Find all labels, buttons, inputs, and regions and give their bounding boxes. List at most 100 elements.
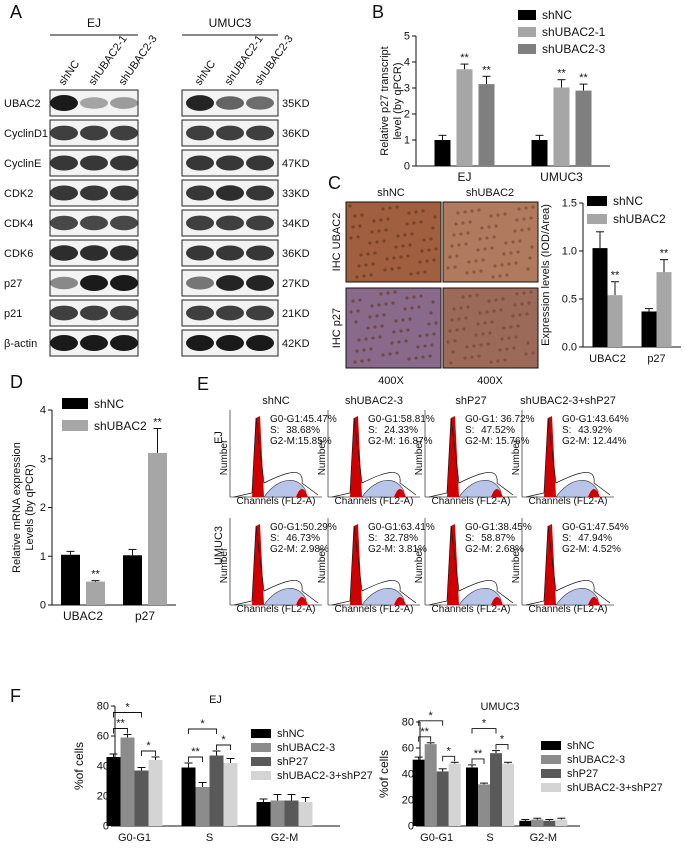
ihc-cell bbox=[461, 221, 465, 225]
histogram-outline bbox=[525, 525, 611, 606]
legend-swatch bbox=[518, 10, 536, 20]
significance-mark: * bbox=[447, 745, 452, 757]
ihc-cell bbox=[465, 345, 469, 349]
molecular-weight-label: 21KD bbox=[282, 308, 310, 320]
panel-label-a: A bbox=[10, 2, 23, 22]
g2m-stat: G2-M: 16.87% bbox=[368, 436, 433, 447]
legend-swatch bbox=[541, 783, 561, 792]
s-stat-label: S: bbox=[270, 425, 279, 436]
legend-label: shNC bbox=[542, 8, 572, 22]
ihc-cell bbox=[380, 324, 384, 328]
ihc-cell bbox=[479, 269, 483, 273]
blot-band bbox=[50, 245, 78, 261]
blot-band bbox=[246, 96, 274, 110]
ihc-cell bbox=[479, 343, 483, 347]
significance-mark: * bbox=[125, 702, 130, 714]
ihc-cell bbox=[526, 341, 530, 345]
ihc-cell bbox=[507, 336, 511, 340]
blot-band bbox=[110, 335, 138, 351]
g2m-stat: G2-M: 2.98% bbox=[270, 544, 329, 555]
ihc-cell bbox=[427, 322, 431, 326]
ihc-cell bbox=[371, 336, 375, 340]
g0g1-peak bbox=[252, 416, 264, 497]
x-category-label: EJ bbox=[457, 170, 471, 184]
ihc-cell bbox=[395, 351, 399, 355]
g2m-peak bbox=[588, 489, 600, 497]
blot-band bbox=[246, 305, 274, 321]
g0g1-peak bbox=[447, 524, 459, 605]
histogram-outline bbox=[428, 525, 514, 606]
blot-band bbox=[110, 275, 138, 291]
ihc-cell bbox=[409, 272, 413, 276]
ihc-cell bbox=[353, 360, 357, 364]
ihc-cell bbox=[386, 217, 390, 221]
ihc-cell bbox=[485, 310, 489, 314]
ihc-cell bbox=[476, 322, 480, 326]
y-tick-label: 1 bbox=[40, 551, 46, 563]
y-axis-label: Levels (by qPCR) bbox=[24, 464, 36, 550]
blot-band bbox=[186, 335, 214, 351]
ihc-cell bbox=[382, 239, 386, 243]
ihc-cell bbox=[487, 299, 491, 303]
ihc-cell bbox=[408, 317, 412, 321]
ihc-cell bbox=[427, 248, 431, 252]
ihc-cell bbox=[368, 241, 372, 245]
legend-label: shP27 bbox=[277, 756, 308, 768]
ihc-cell bbox=[369, 273, 373, 277]
ihc-cell bbox=[417, 305, 421, 309]
ihc-cell bbox=[525, 312, 529, 316]
blot-band bbox=[50, 155, 78, 171]
blot-band bbox=[186, 276, 214, 290]
ihc-cell bbox=[394, 245, 398, 249]
ihc-cell bbox=[468, 294, 472, 298]
ihc-cell bbox=[498, 348, 502, 352]
ihc-cell bbox=[501, 297, 505, 301]
ihc-cell bbox=[527, 301, 531, 305]
ihc-cell bbox=[351, 299, 355, 303]
ihc-cell bbox=[463, 356, 467, 360]
ihc-cell bbox=[516, 324, 520, 328]
bar bbox=[478, 84, 495, 166]
significance-bracket bbox=[113, 728, 128, 734]
molecular-weight-label: 47KD bbox=[282, 158, 310, 170]
g2m-stat: G2-M: 12.44% bbox=[562, 436, 627, 447]
ihc-cell bbox=[494, 224, 498, 228]
ihc-cell bbox=[466, 305, 470, 309]
ihc-cell bbox=[360, 213, 364, 217]
bar bbox=[148, 760, 163, 826]
legend-label: shNC bbox=[94, 397, 124, 411]
s-phase-area bbox=[263, 480, 307, 498]
significance-bracket bbox=[471, 758, 485, 764]
blot-band bbox=[186, 185, 214, 201]
bar bbox=[123, 555, 142, 605]
ihc-cell bbox=[355, 349, 359, 353]
blot-group-label: UMUC3 bbox=[209, 16, 252, 30]
protein-label: CDK4 bbox=[4, 218, 33, 230]
ihc-cell bbox=[356, 309, 360, 313]
histogram-x-label: Channels (FL2-A) bbox=[335, 496, 414, 507]
g2m-peak bbox=[491, 489, 503, 497]
ihc-cell bbox=[429, 311, 433, 315]
histogram-x-label: Channels (FL2-A) bbox=[529, 496, 608, 507]
y-axis-label: %of cells bbox=[377, 750, 391, 798]
g2m-stat: G2-M: 2.68% bbox=[465, 544, 524, 555]
histogram-column-label: shUBAC2-3 bbox=[345, 395, 403, 407]
significance-bracket bbox=[141, 750, 156, 756]
ihc-cell bbox=[377, 229, 381, 233]
ihc-cell bbox=[414, 210, 418, 214]
x-category-label: S bbox=[486, 832, 493, 844]
ihc-cell bbox=[385, 257, 389, 261]
ihc-cell bbox=[428, 354, 432, 358]
y-tick-label: 20 bbox=[402, 795, 414, 807]
g2m-peak bbox=[491, 597, 503, 605]
bar bbox=[61, 554, 80, 605]
ihc-cell bbox=[382, 313, 386, 317]
s-stat-value: 32.78% bbox=[384, 533, 418, 544]
ihc-cell bbox=[375, 314, 379, 318]
ihc-row-label: IHC UBAC2 bbox=[331, 213, 343, 272]
ihc-cell bbox=[406, 254, 410, 258]
ihc-cell bbox=[472, 270, 476, 274]
blot-band bbox=[216, 245, 244, 261]
